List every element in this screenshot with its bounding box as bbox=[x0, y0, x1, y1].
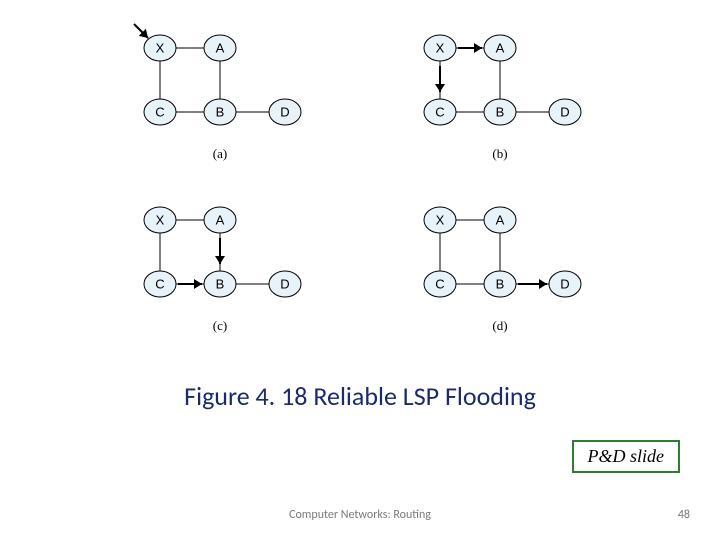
node-label-d: D bbox=[280, 105, 289, 120]
node-label-c: C bbox=[155, 277, 164, 292]
node-label-a: A bbox=[216, 213, 225, 228]
node-label-x: X bbox=[436, 41, 445, 56]
panel-c-svg: X A C B D bbox=[120, 192, 320, 312]
panel-a: X A C B D (a) bbox=[120, 20, 320, 162]
node-label-b: B bbox=[496, 277, 505, 292]
node-label-a: A bbox=[496, 213, 505, 228]
node-label-c: C bbox=[155, 105, 164, 120]
slide-root: XACBD (a) XACBD (b) XACBD (c) XACBD (d) … bbox=[0, 0, 720, 540]
node-label-x: X bbox=[436, 213, 445, 228]
page-number: 48 bbox=[678, 508, 690, 522]
node-label-d: D bbox=[560, 277, 569, 292]
arrow-head bbox=[194, 279, 202, 289]
node-label-x: X bbox=[156, 213, 165, 228]
panel-a-label: (a) bbox=[213, 146, 227, 162]
diagram-row-1: X A C B D (a) X A C B D (b) bbox=[120, 20, 600, 162]
node-label-a: A bbox=[216, 41, 225, 56]
panel-a-svg: X A C B D bbox=[120, 20, 320, 140]
panel-b-label: (b) bbox=[492, 146, 507, 162]
node-label-c: C bbox=[435, 105, 444, 120]
node-label-b: B bbox=[216, 277, 225, 292]
pd-slide-badge: P&D slide bbox=[572, 440, 681, 473]
panel-b: X A C B D (b) bbox=[400, 20, 600, 162]
panel-b-svg: X A C B D bbox=[400, 20, 600, 140]
node-label-d: D bbox=[560, 105, 569, 120]
panel-c-label: (c) bbox=[213, 318, 227, 334]
arrow-head bbox=[435, 84, 445, 92]
diagram-row-2: X A C B D (c) X A C B D (d) bbox=[120, 192, 600, 334]
panel-d-svg: X A C B D bbox=[400, 192, 600, 312]
panel-d-label: (d) bbox=[492, 318, 507, 334]
footer-text: Computer Networks: Routing bbox=[0, 508, 720, 522]
node-label-a: A bbox=[496, 41, 505, 56]
node-label-c: C bbox=[435, 277, 444, 292]
node-label-d: D bbox=[280, 277, 289, 292]
figure-caption: Figure 4. 18 Reliable LSP Flooding bbox=[0, 380, 720, 412]
node-label-x: X bbox=[156, 41, 165, 56]
diagram-grid: X A C B D (a) X A C B D (b) X A C B D (c) X A C B D (d) bbox=[0, 20, 720, 334]
arrow-head bbox=[539, 279, 547, 289]
panel-c: X A C B D (c) bbox=[120, 192, 320, 334]
panel-d: X A C B D (d) bbox=[400, 192, 600, 334]
arrow-head bbox=[474, 43, 482, 53]
node-label-b: B bbox=[496, 105, 505, 120]
node-label-b: B bbox=[216, 105, 225, 120]
arrow-head bbox=[215, 256, 225, 264]
